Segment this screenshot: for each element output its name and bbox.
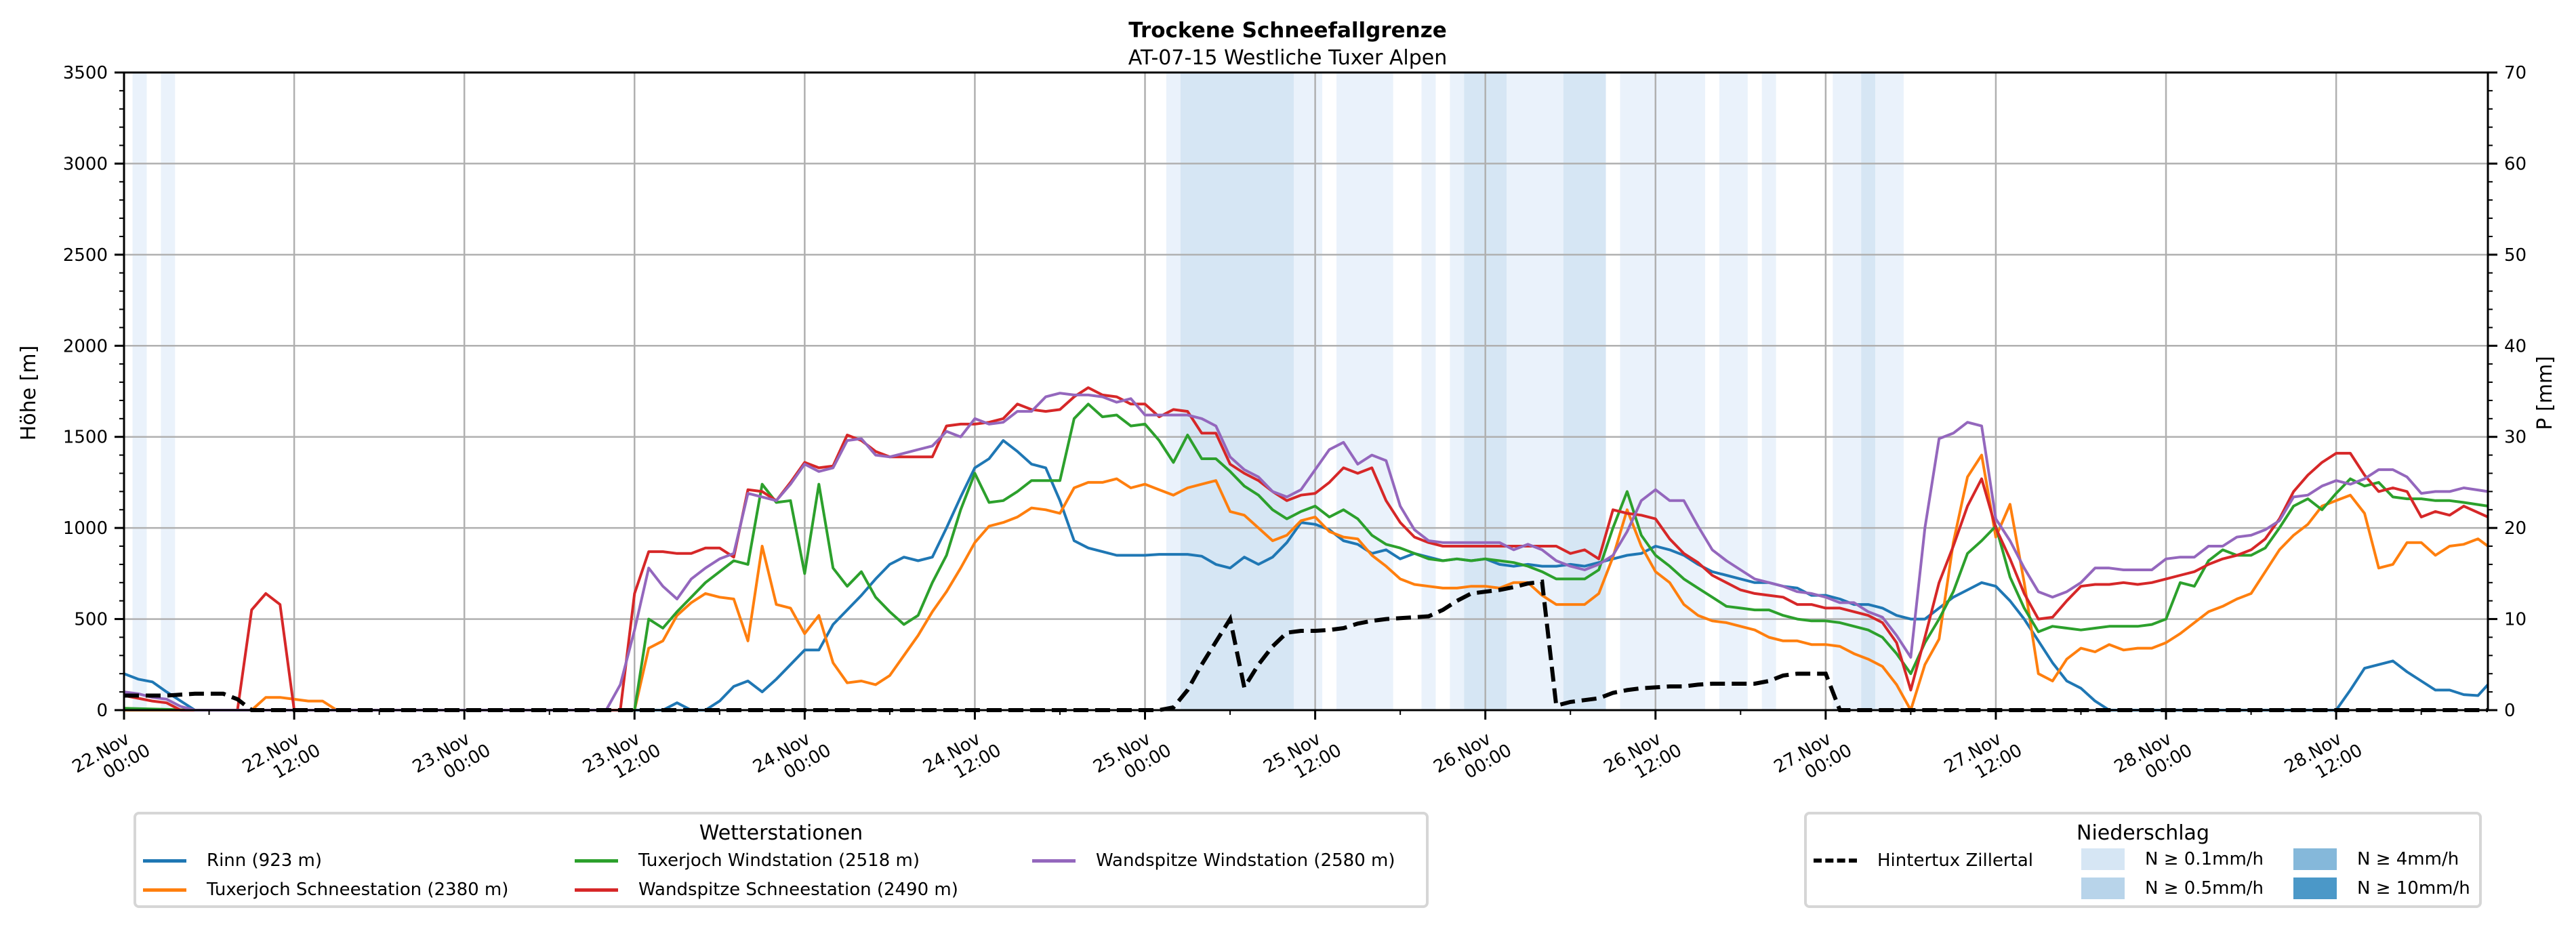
precip-band — [1294, 73, 1323, 710]
series-line — [123, 402, 2489, 711]
legend-label: Tuxerjoch Windstation (2518 m) — [638, 850, 920, 871]
precip-bands — [132, 73, 1904, 710]
legend-item-wandspitze-wind: Wandspitze Windstation (2580 m) — [1032, 850, 1395, 871]
legend-swatch — [2293, 848, 2337, 870]
legend-item-tuxerjoch-schnee: Tuxerjoch Schneestation (2380 m) — [143, 880, 508, 900]
series-line — [123, 439, 2489, 711]
series-line — [124, 453, 2489, 711]
y2-tick-label: 50 — [2504, 245, 2527, 266]
precip-band — [132, 73, 147, 710]
precip-band — [1336, 73, 1393, 710]
precip-band — [1620, 73, 1706, 710]
y-tick-label: 1000 — [63, 518, 108, 539]
precip-band — [1166, 73, 1181, 710]
legend-label: N ≥ 10mm/h — [2357, 878, 2470, 899]
legend-precip-title: Niederschlag — [2077, 821, 2209, 845]
y-tick-label: 2500 — [63, 245, 108, 266]
precip-band — [1507, 73, 1563, 710]
legend-label: N ≥ 0.1mm/h — [2145, 849, 2264, 869]
legend-label: Hintertux Zillertal — [1877, 850, 2033, 871]
y2-tick-label: 60 — [2504, 154, 2527, 174]
y-tick-label: 1500 — [63, 428, 108, 448]
chart-title: Trockene Schneefallgrenze — [1128, 18, 1447, 43]
legend-item-wandspitze-schnee: Wandspitze Schneestation (2490 m) — [575, 880, 958, 900]
legend-precip: Niederschlag Hintertux Zillertal N ≥ 0.1… — [1804, 812, 2482, 908]
legend-item-tuxerjoch-wind: Tuxerjoch Windstation (2518 m) — [575, 850, 920, 871]
grid-lines — [124, 73, 2488, 710]
precip-band — [1875, 73, 1904, 710]
legend-swatch — [2081, 848, 2125, 870]
precip-band — [1421, 73, 1436, 710]
y-tick-label: 0 — [96, 701, 108, 721]
y2-tick-label: 40 — [2504, 336, 2527, 356]
y2-tick-label: 30 — [2504, 428, 2527, 448]
legend-swatch — [1032, 859, 1076, 863]
legend-label: Rinn (923 m) — [207, 850, 323, 871]
legend-stations-title: Wetterstationen — [699, 821, 863, 845]
y-tick-label: 500 — [74, 610, 108, 630]
legend-item-n01: N ≥ 0.1mm/h — [2081, 848, 2264, 870]
plot-frame — [123, 71, 2489, 711]
y-tick-label: 2000 — [63, 336, 108, 356]
precip-band — [1719, 73, 1748, 710]
legend-swatch — [1814, 859, 1857, 863]
legend-stations: Wetterstationen Rinn (923 m) Tuxerjoch S… — [134, 812, 1429, 908]
legend-item-hintertux: Hintertux Zillertal — [1814, 850, 2033, 871]
y2-tick-label: 20 — [2504, 518, 2527, 539]
y2-tick-label: 70 — [2504, 63, 2527, 83]
series-line — [123, 386, 2489, 711]
legend-swatch — [2081, 878, 2125, 899]
y2-axis-label: P [mm] — [2533, 356, 2557, 430]
legend-label: Tuxerjoch Schneestation (2380 m) — [207, 880, 509, 900]
legend-item-rinn: Rinn (923 m) — [143, 850, 322, 871]
y-tick-label: 3000 — [63, 154, 108, 174]
series-line — [123, 392, 2489, 711]
legend-swatch — [575, 859, 618, 863]
legend-label: N ≥ 4mm/h — [2357, 849, 2459, 869]
precip-band — [1861, 73, 1876, 710]
legend-swatch — [143, 888, 186, 892]
legend-swatch — [575, 888, 618, 892]
y2-tick-label: 10 — [2504, 610, 2527, 630]
legend-item-n10: N ≥ 10mm/h — [2293, 878, 2470, 899]
legend-swatch — [2293, 878, 2337, 899]
legend-label: Wandspitze Windstation (2580 m) — [1096, 850, 1395, 871]
series-lines — [123, 386, 2489, 712]
precip-band — [1180, 73, 1294, 710]
precip-band — [1563, 73, 1606, 710]
legend-swatch — [143, 859, 186, 863]
y-tick-label: 3500 — [63, 63, 108, 83]
legend-label: N ≥ 0.5mm/h — [2145, 878, 2264, 899]
legend-item-n05: N ≥ 0.5mm/h — [2081, 878, 2264, 899]
chart-subtitle: AT-07-15 Westliche Tuxer Alpen — [1128, 46, 1448, 70]
legend-label: Wandspitze Schneestation (2490 m) — [638, 880, 958, 900]
precip-band — [1761, 73, 1776, 710]
precip-band — [1833, 73, 1862, 710]
precip-band — [1450, 73, 1465, 710]
precip-line-hintertux — [124, 579, 2488, 712]
y2-tick-label: 0 — [2504, 701, 2516, 721]
y-axis-label: Höhe [m] — [17, 346, 41, 441]
precip-band — [161, 73, 176, 710]
legend-item-n4: N ≥ 4mm/h — [2293, 848, 2459, 870]
